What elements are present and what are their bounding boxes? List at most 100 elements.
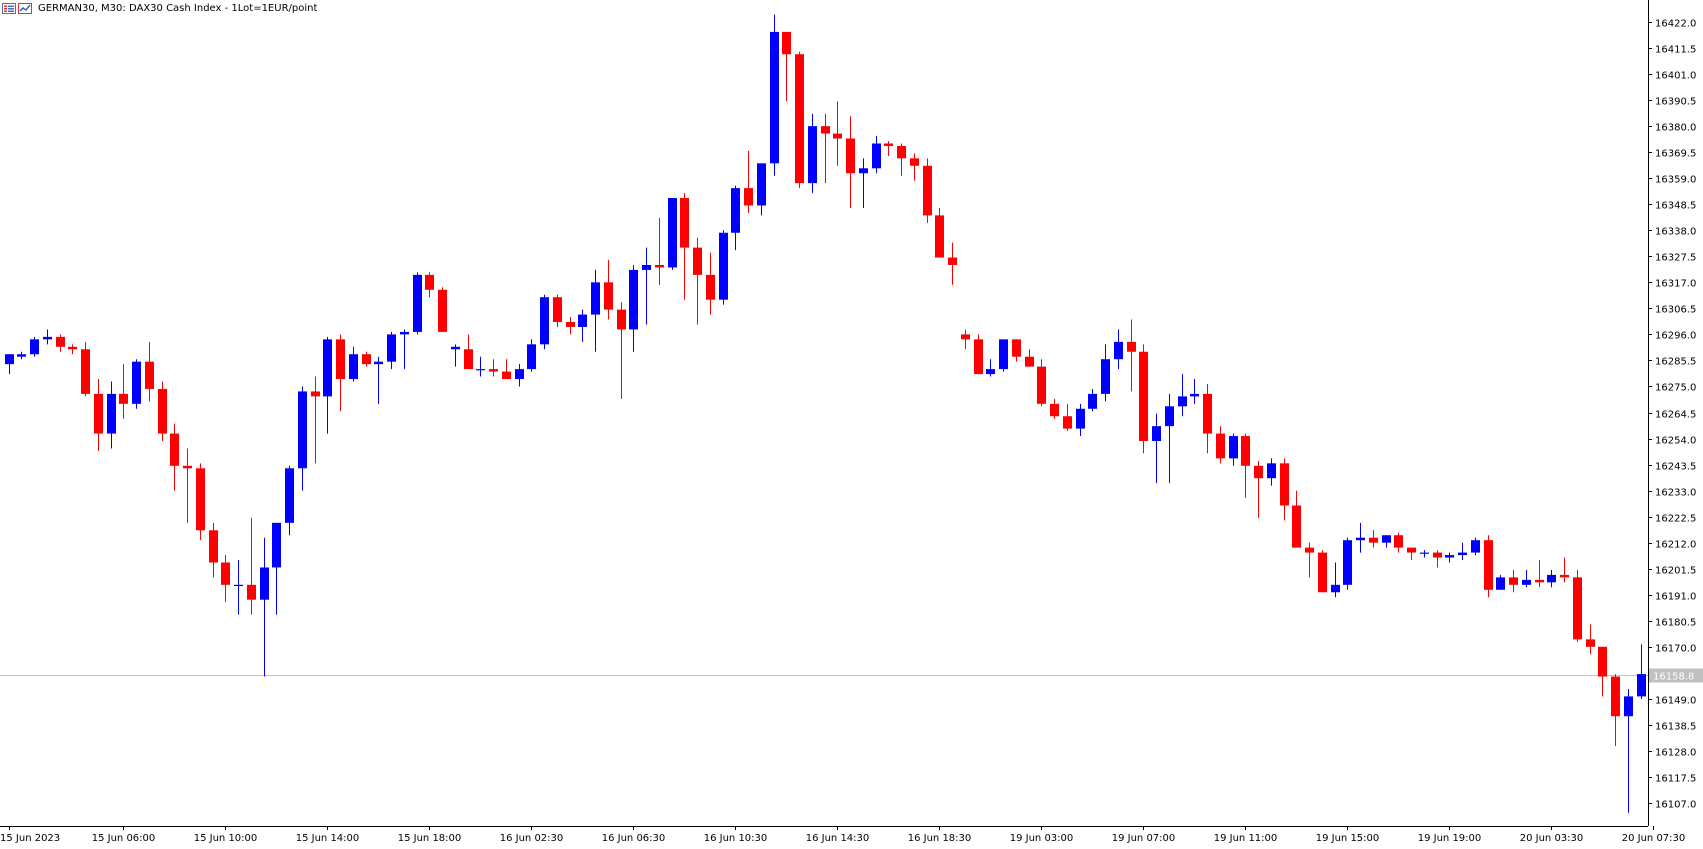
candle-body bbox=[81, 349, 90, 394]
candle-body bbox=[770, 31, 779, 164]
candle bbox=[1458, 542, 1467, 561]
candle-body bbox=[1063, 416, 1072, 429]
candle bbox=[1394, 532, 1403, 553]
candle-body bbox=[948, 257, 957, 265]
candle-body bbox=[272, 522, 281, 568]
candle bbox=[999, 339, 1008, 372]
candle-body bbox=[961, 334, 970, 340]
candle-body bbox=[413, 274, 422, 332]
price-tick-label: 16180.5 bbox=[1655, 618, 1696, 629]
time-tick-label: 19 Jun 11:00 bbox=[1214, 833, 1278, 844]
candle-body bbox=[170, 433, 179, 466]
candle-body bbox=[795, 54, 804, 184]
candle bbox=[986, 359, 995, 377]
candle bbox=[1509, 569, 1518, 593]
candle-body bbox=[1598, 646, 1607, 677]
candle-body bbox=[387, 334, 396, 362]
candle-body bbox=[1254, 465, 1263, 479]
candle bbox=[515, 364, 524, 387]
candle-body bbox=[1369, 537, 1378, 543]
candle-body bbox=[1586, 639, 1595, 647]
candle bbox=[1356, 522, 1365, 553]
candle bbox=[897, 143, 906, 176]
price-tick-label: 16149.0 bbox=[1655, 696, 1696, 707]
candle bbox=[527, 339, 536, 372]
candle-body bbox=[1127, 341, 1136, 352]
candle-body bbox=[859, 168, 868, 174]
candle bbox=[1037, 359, 1046, 407]
candle-body bbox=[1420, 552, 1429, 554]
candle bbox=[311, 376, 320, 464]
candle-body bbox=[489, 369, 498, 372]
candle bbox=[1254, 460, 1263, 518]
candle bbox=[1203, 383, 1212, 454]
candle bbox=[132, 359, 141, 409]
candle-body bbox=[1178, 396, 1187, 407]
candle-body bbox=[1624, 696, 1633, 717]
candle bbox=[617, 302, 626, 399]
candle bbox=[107, 381, 116, 449]
candle-body bbox=[527, 344, 536, 370]
candle bbox=[17, 351, 26, 360]
candle bbox=[553, 294, 562, 327]
candle-body bbox=[349, 354, 358, 380]
candle bbox=[1407, 547, 1416, 561]
candle-body bbox=[438, 289, 447, 332]
candle-body bbox=[145, 361, 154, 389]
candle bbox=[247, 517, 256, 615]
price-tick-label: 16233.0 bbox=[1655, 488, 1696, 499]
candle-body bbox=[5, 354, 14, 365]
candle bbox=[591, 269, 600, 352]
candle bbox=[336, 334, 345, 412]
candle bbox=[757, 163, 766, 216]
candle bbox=[668, 198, 677, 270]
time-tick-label: 16 Jun 14:30 bbox=[806, 833, 870, 844]
candle bbox=[706, 252, 715, 315]
candle-body bbox=[336, 339, 345, 380]
candle-body bbox=[209, 530, 218, 563]
candle-body bbox=[183, 465, 192, 469]
candle-body bbox=[808, 126, 817, 184]
candle bbox=[1305, 542, 1314, 578]
candle bbox=[578, 309, 587, 342]
candle bbox=[1611, 674, 1620, 746]
candle-body bbox=[706, 274, 715, 300]
candle-body bbox=[782, 31, 791, 55]
candle-body bbox=[731, 188, 740, 233]
candle-body bbox=[1637, 674, 1646, 697]
candle bbox=[1560, 557, 1569, 583]
candle-body bbox=[566, 322, 575, 327]
candle bbox=[629, 264, 638, 352]
candle bbox=[782, 31, 791, 102]
candle-body bbox=[1203, 393, 1212, 434]
price-tick-label: 16380.0 bbox=[1655, 123, 1696, 134]
candle bbox=[285, 465, 294, 536]
candle-body bbox=[1280, 463, 1289, 506]
candle-body bbox=[132, 361, 141, 404]
price-tick-label: 16201.5 bbox=[1655, 566, 1696, 577]
candle-body bbox=[833, 133, 842, 139]
candle bbox=[1522, 569, 1531, 588]
price-tick-label: 16411.5 bbox=[1655, 45, 1696, 56]
candle bbox=[1624, 688, 1633, 813]
candle bbox=[1445, 552, 1454, 563]
candle-body bbox=[719, 232, 728, 300]
candle-body bbox=[1343, 540, 1352, 585]
list-icon[interactable] bbox=[2, 2, 16, 14]
price-tick-label: 16390.5 bbox=[1655, 97, 1696, 108]
candle bbox=[1076, 403, 1085, 437]
candle-body bbox=[94, 393, 103, 434]
candle-body bbox=[578, 314, 587, 327]
candle bbox=[655, 217, 664, 285]
candle bbox=[119, 364, 128, 419]
candle-body bbox=[196, 468, 205, 531]
chart-icon[interactable] bbox=[18, 2, 32, 14]
candle-body bbox=[1560, 574, 1569, 578]
current-price-tag bbox=[1649, 668, 1703, 683]
candle-body bbox=[1382, 535, 1391, 543]
candle bbox=[693, 237, 702, 325]
candle-body bbox=[1471, 540, 1480, 553]
candle bbox=[808, 113, 817, 194]
candle-body bbox=[872, 143, 881, 169]
